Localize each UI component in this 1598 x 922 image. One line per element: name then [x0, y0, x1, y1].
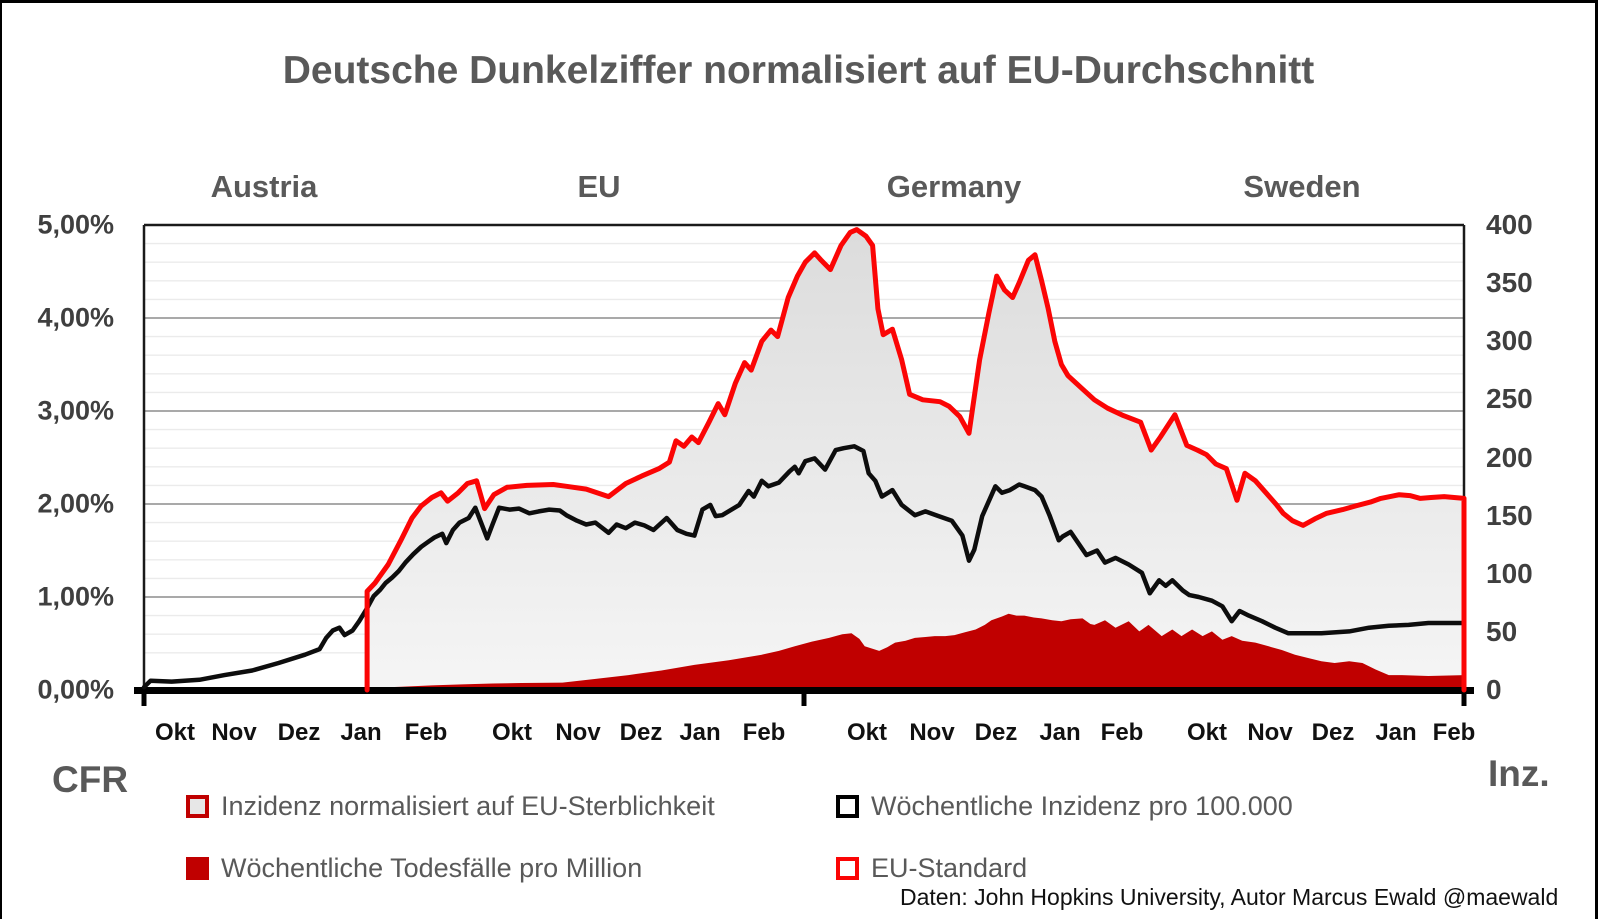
- right-axis-tick: 250: [1486, 383, 1533, 415]
- right-axis-tick: 150: [1486, 499, 1533, 531]
- panel-label-eu: EU: [577, 169, 621, 204]
- eu-standard-swatch-icon: [836, 857, 859, 880]
- right-axis-tick: 50: [1486, 615, 1518, 647]
- legend-label: EU-Standard: [871, 853, 1028, 883]
- left-axis-tick: 4,00%: [37, 302, 114, 333]
- right-axis-unit-label: Inz.: [1488, 753, 1550, 794]
- panel-label-austria: Austria: [210, 169, 318, 204]
- legend-label: Wöchentliche Inzidenz pro 100.000: [871, 791, 1293, 821]
- x-axis-month-tick: Okt: [846, 719, 888, 746]
- x-axis-month-tick: Dez: [277, 719, 321, 746]
- attribution-text: Daten: John Hopkins University, Autor Ma…: [900, 884, 1559, 910]
- left-axis-tick: 2,00%: [37, 488, 114, 519]
- x-axis-month-tick: Feb: [1100, 719, 1144, 746]
- left-axis-tick: 1,00%: [37, 581, 114, 612]
- right-axis-tick: 300: [1486, 325, 1533, 357]
- x-axis-month-tick: Jan: [679, 719, 721, 746]
- x-axis-month-tick: Jan: [1375, 719, 1417, 746]
- legend-item-weekly-incidence: Wöchentliche Inzidenz pro 100.000: [836, 791, 1293, 822]
- left-axis-unit-label: CFR: [52, 759, 129, 800]
- chart-title: Deutsche Dunkelziffer normalisiert auf E…: [282, 49, 1315, 92]
- x-axis-month-tick: Okt: [1186, 719, 1228, 746]
- normalized-incidence-swatch-icon: [186, 795, 209, 818]
- x-axis-month-tick: Nov: [555, 719, 601, 746]
- right-axis-tick: 400: [1486, 209, 1533, 240]
- panel-label-germany: Germany: [886, 169, 1022, 204]
- legend-label: Wöchentliche Todesfälle pro Million: [221, 853, 643, 883]
- panel-label-sweden: Sweden: [1243, 169, 1361, 204]
- x-axis-month-tick: Okt: [491, 719, 533, 746]
- x-axis-month-tick: Nov: [1247, 719, 1293, 746]
- x-axis-month-tick: Feb: [742, 719, 786, 746]
- x-axis-month-tick: Okt: [154, 719, 196, 746]
- x-axis-month-tick: Jan: [1039, 719, 1081, 746]
- x-axis-month-tick: Dez: [974, 719, 1018, 746]
- x-axis-month-tick: Dez: [619, 719, 663, 746]
- left-axis-tick: 5,00%: [37, 209, 114, 240]
- right-axis-tick: 100: [1486, 557, 1533, 589]
- legend-item-eu-standard: EU-Standard: [836, 853, 1027, 884]
- legend-item-normalized-incidence: Inzidenz normalisiert auf EU-Sterblichke…: [186, 791, 715, 822]
- legend-item-weekly-deaths: Wöchentliche Todesfälle pro Million: [186, 853, 642, 884]
- chart-plot-area: [134, 223, 1474, 706]
- left-axis-tick: 3,00%: [37, 395, 114, 426]
- right-axis-tick: 0: [1486, 674, 1502, 705]
- x-axis-month-tick: Nov: [909, 719, 955, 746]
- left-axis-tick: 0,00%: [37, 674, 114, 705]
- weekly-deaths-swatch-icon: [186, 857, 209, 880]
- x-axis-month-tick: Feb: [1432, 719, 1476, 746]
- x-axis-month-tick: Dez: [1311, 719, 1355, 746]
- weekly-incidence-swatch-icon: [836, 795, 859, 818]
- right-axis-tick: 350: [1486, 267, 1533, 299]
- right-axis-tick: 200: [1486, 441, 1533, 473]
- legend-label: Inzidenz normalisiert auf EU-Sterblichke…: [221, 791, 715, 821]
- x-axis-month-tick: Feb: [404, 719, 448, 746]
- x-axis-month-tick: Jan: [340, 719, 382, 746]
- x-axis-month-tick: Nov: [211, 719, 257, 746]
